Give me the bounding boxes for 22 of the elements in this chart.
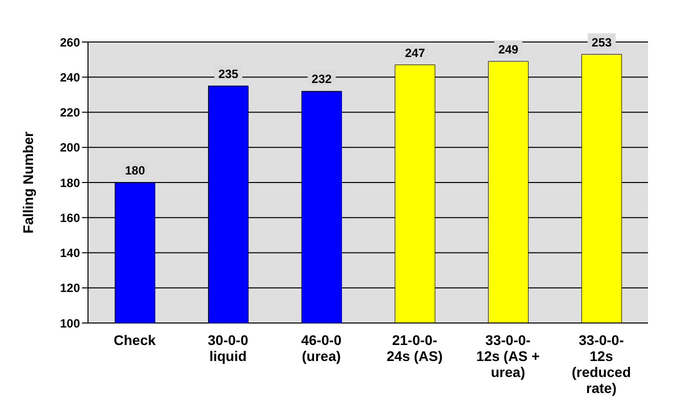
x-tick-label: Check: [114, 332, 156, 348]
y-tick-label: 260: [60, 35, 80, 50]
data-label: 235: [218, 66, 239, 81]
y-tick-label: 180: [60, 176, 80, 190]
data-label: 249: [498, 42, 519, 56]
y-tick-label: 140: [60, 246, 80, 260]
data-label: 232: [312, 72, 332, 86]
y-tick-label: 240: [60, 70, 80, 84]
x-tick-label: 21-0-0-24s (AS): [386, 332, 443, 364]
y-tick-label: 100: [60, 316, 80, 330]
y-tick-label: 120: [60, 281, 80, 296]
y-tick-label: 160: [60, 210, 80, 225]
x-tick-label: 33-0-0-12s (AS + urea): [476, 332, 540, 380]
x-tick-label: 46-0-0 (urea): [301, 332, 342, 364]
data-label: 247: [404, 46, 426, 60]
y-tick-label: 200: [60, 140, 80, 155]
data-label: 253: [592, 35, 612, 50]
x-tick-label: 30-0-0 liquid: [208, 332, 248, 364]
data-label: 180: [124, 164, 146, 178]
y-tick-label: 220: [60, 106, 80, 120]
y-axis-title: Falling Number: [20, 131, 36, 234]
x-tick-label: 33-0-0-12s (reduced rate): [572, 332, 631, 396]
